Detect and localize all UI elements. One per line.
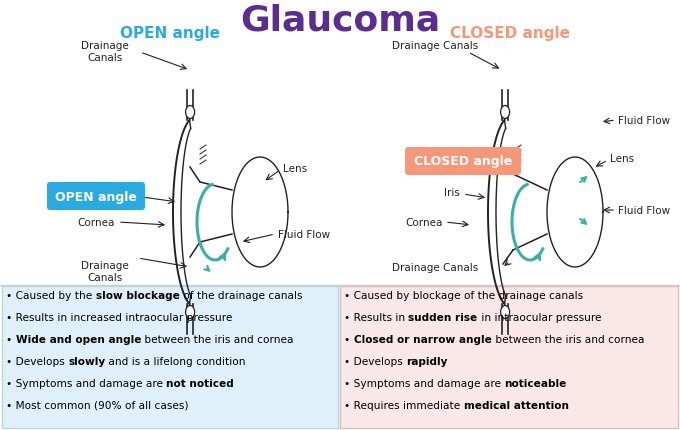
Text: • Results in increased intraocular pressure: • Results in increased intraocular press… bbox=[6, 312, 233, 322]
Text: Lens: Lens bbox=[610, 154, 634, 164]
Text: Closed or narrow angle: Closed or narrow angle bbox=[354, 334, 492, 344]
Text: •: • bbox=[344, 334, 354, 344]
Text: • Develops: • Develops bbox=[6, 356, 68, 366]
Text: Glaucoma: Glaucoma bbox=[240, 3, 440, 37]
Text: of the drainage canals: of the drainage canals bbox=[180, 290, 302, 300]
Text: Cornea: Cornea bbox=[78, 218, 115, 227]
Text: Drainage
Canals: Drainage Canals bbox=[81, 41, 129, 62]
FancyBboxPatch shape bbox=[340, 286, 678, 428]
Text: noticeable: noticeable bbox=[505, 378, 566, 388]
Ellipse shape bbox=[500, 106, 509, 119]
FancyBboxPatch shape bbox=[2, 286, 338, 428]
Text: • Symptoms and damage are: • Symptoms and damage are bbox=[344, 378, 505, 388]
Text: Lens: Lens bbox=[283, 164, 307, 174]
Text: slowly: slowly bbox=[68, 356, 105, 366]
Text: OPEN angle: OPEN angle bbox=[120, 26, 220, 41]
Text: between the iris and cornea: between the iris and cornea bbox=[141, 334, 294, 344]
Text: Drainage
Canals: Drainage Canals bbox=[81, 261, 129, 282]
FancyBboxPatch shape bbox=[47, 183, 145, 211]
Text: in intraocular pressure: in intraocular pressure bbox=[478, 312, 601, 322]
Text: Fluid Flow: Fluid Flow bbox=[618, 206, 670, 215]
Text: • Requires immediate: • Requires immediate bbox=[344, 400, 464, 410]
Text: and is a lifelong condition: and is a lifelong condition bbox=[105, 356, 246, 366]
Text: OPEN angle: OPEN angle bbox=[55, 190, 137, 203]
Text: • Most common (90% of all cases): • Most common (90% of all cases) bbox=[6, 400, 188, 410]
Text: • Caused by the: • Caused by the bbox=[6, 290, 96, 300]
Text: • Caused by blockage of the drainage canals: • Caused by blockage of the drainage can… bbox=[344, 290, 583, 300]
Text: Fluid Flow: Fluid Flow bbox=[278, 230, 330, 240]
Text: rapidly: rapidly bbox=[406, 356, 447, 366]
Text: slow blockage: slow blockage bbox=[96, 290, 180, 300]
Text: • Develops: • Develops bbox=[344, 356, 406, 366]
Text: Drainage Canals: Drainage Canals bbox=[392, 41, 478, 51]
Text: Fluid Flow: Fluid Flow bbox=[618, 116, 670, 126]
Text: medical attention: medical attention bbox=[464, 400, 568, 410]
Text: Iris: Iris bbox=[122, 190, 138, 200]
FancyBboxPatch shape bbox=[405, 147, 521, 175]
Text: • Results in: • Results in bbox=[344, 312, 409, 322]
Text: •: • bbox=[6, 334, 16, 344]
Text: CLOSED angle: CLOSED angle bbox=[414, 155, 512, 168]
Text: between the iris and cornea: between the iris and cornea bbox=[492, 334, 644, 344]
Text: Drainage Canals: Drainage Canals bbox=[392, 262, 478, 272]
Text: Wide and open angle: Wide and open angle bbox=[16, 334, 141, 344]
Text: Cornea: Cornea bbox=[406, 218, 443, 227]
Ellipse shape bbox=[186, 106, 194, 119]
Text: not noticed: not noticed bbox=[167, 378, 234, 388]
Text: Iris: Iris bbox=[444, 187, 460, 197]
Ellipse shape bbox=[186, 306, 194, 319]
Text: sudden rise: sudden rise bbox=[409, 312, 478, 322]
Ellipse shape bbox=[500, 306, 509, 319]
Text: • Symptoms and damage are: • Symptoms and damage are bbox=[6, 378, 167, 388]
Text: CLOSED angle: CLOSED angle bbox=[450, 26, 570, 41]
